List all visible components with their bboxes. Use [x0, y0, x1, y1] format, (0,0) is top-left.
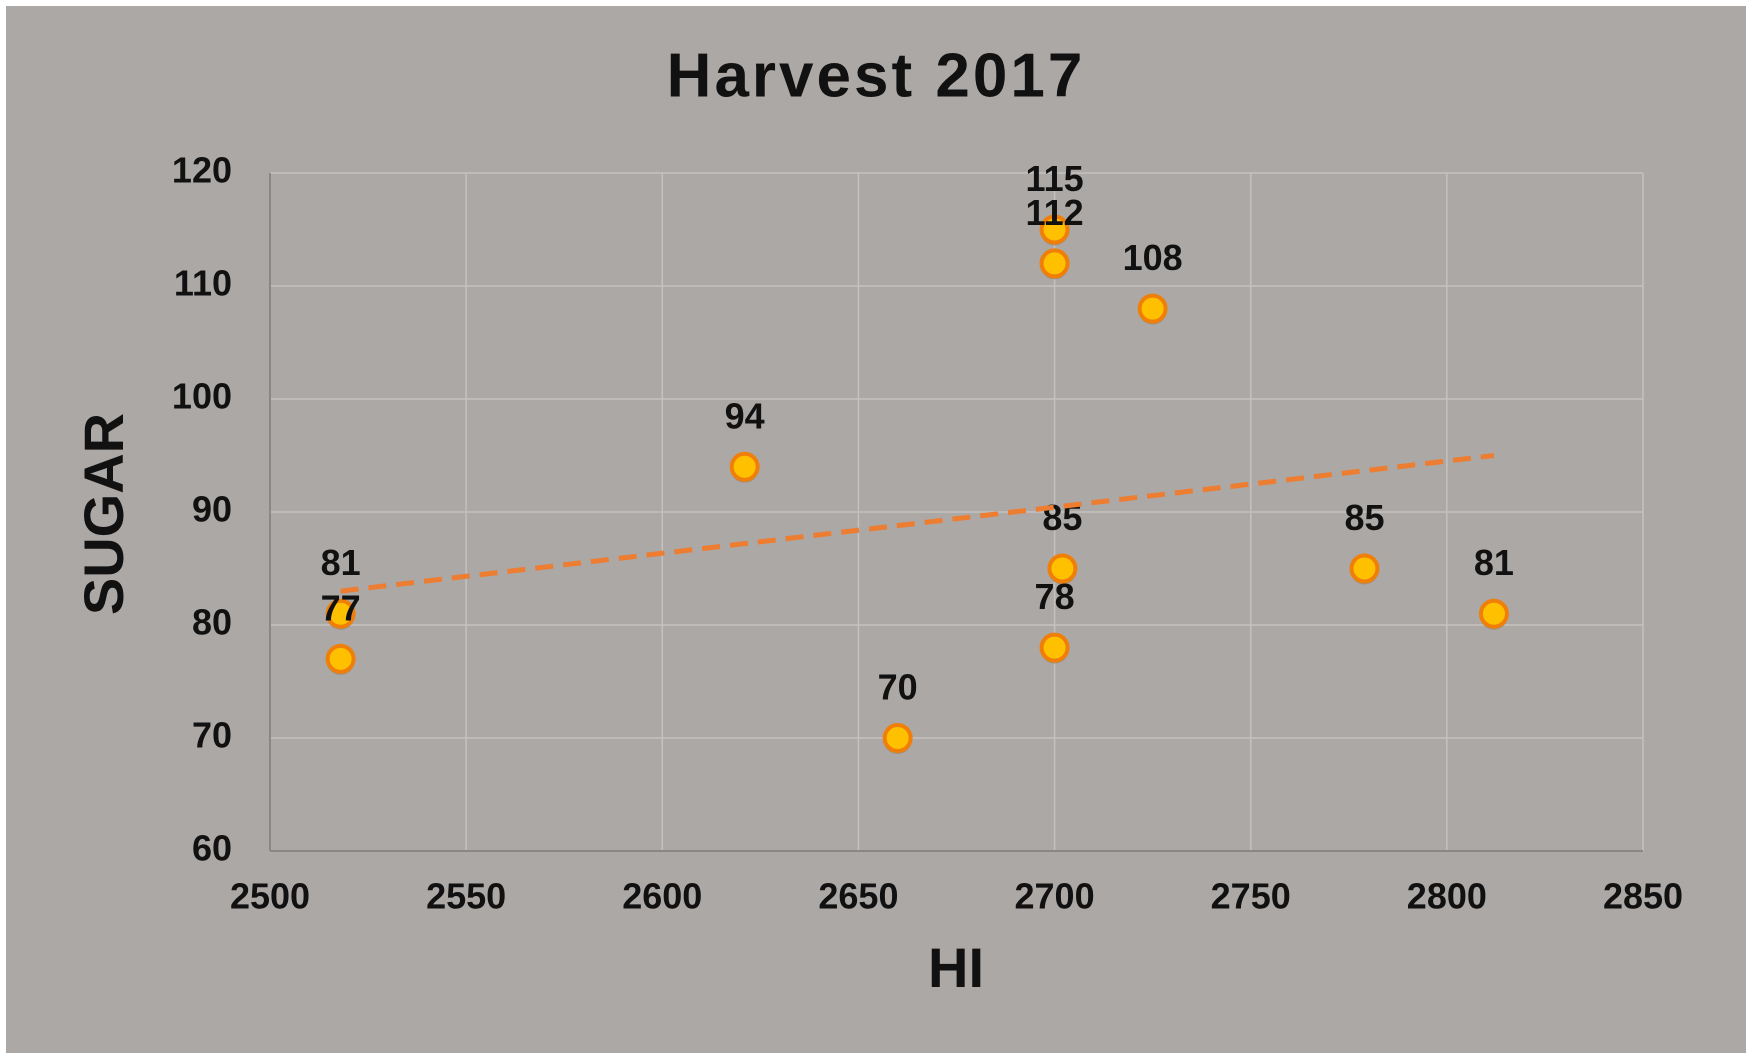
- chart-title: Harvest 2017: [667, 41, 1086, 110]
- y-tick-label: 60: [192, 828, 232, 869]
- data-label: 85: [1344, 497, 1384, 538]
- x-axis-title: HI: [928, 936, 984, 999]
- x-tick-label: 2650: [818, 876, 898, 917]
- point: [1039, 248, 1070, 279]
- point: [1137, 293, 1168, 324]
- y-axis-title: SUGAR: [72, 413, 135, 615]
- x-tick-label: 2600: [622, 876, 702, 917]
- data-label: 112: [1026, 192, 1084, 233]
- x-tick-label: 2750: [1211, 876, 1291, 917]
- y-tick-label: 110: [174, 263, 232, 304]
- point: [1039, 214, 1070, 245]
- x-tick-label: 2800: [1407, 876, 1487, 917]
- y-tick-label: 80: [192, 602, 232, 643]
- data-label: 108: [1123, 237, 1183, 278]
- point: [882, 723, 913, 753]
- data-label: 81: [321, 542, 361, 583]
- data-label: 115: [1026, 158, 1084, 199]
- y-tick-label: 90: [192, 489, 232, 530]
- x-tick-label: 2500: [230, 876, 310, 917]
- point: [325, 643, 356, 674]
- x-tick-label: 2700: [1015, 876, 1095, 917]
- point: [325, 598, 356, 629]
- point: [1349, 553, 1380, 584]
- point: [1039, 632, 1070, 663]
- y-tick-label: 70: [192, 715, 232, 756]
- point: [1047, 553, 1078, 584]
- trendline: [340, 453, 1495, 594]
- point: [1478, 598, 1509, 629]
- data-label: 81: [1474, 542, 1514, 583]
- y-tick-label: 120: [172, 150, 232, 191]
- y-tick-label: 100: [172, 376, 232, 417]
- x-tick-label: 2550: [426, 876, 506, 917]
- data-label: 78: [1035, 576, 1075, 617]
- data-label: 94: [725, 395, 765, 436]
- point: [729, 451, 760, 482]
- x-tick-label: 2850: [1603, 876, 1683, 917]
- data-label: 77: [321, 587, 361, 628]
- data-label: 70: [878, 667, 918, 708]
